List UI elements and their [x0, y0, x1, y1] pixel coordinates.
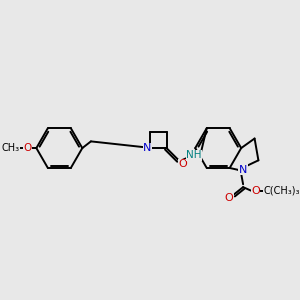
- Text: CH₃: CH₃: [2, 143, 20, 153]
- Text: O: O: [224, 193, 233, 202]
- Text: N: N: [239, 165, 247, 175]
- Text: NH: NH: [186, 151, 202, 160]
- Text: O: O: [178, 159, 187, 169]
- Text: O: O: [251, 186, 260, 196]
- Text: N: N: [143, 143, 152, 153]
- Text: C(CH₃)₃: C(CH₃)₃: [263, 186, 300, 196]
- Text: O: O: [24, 143, 32, 153]
